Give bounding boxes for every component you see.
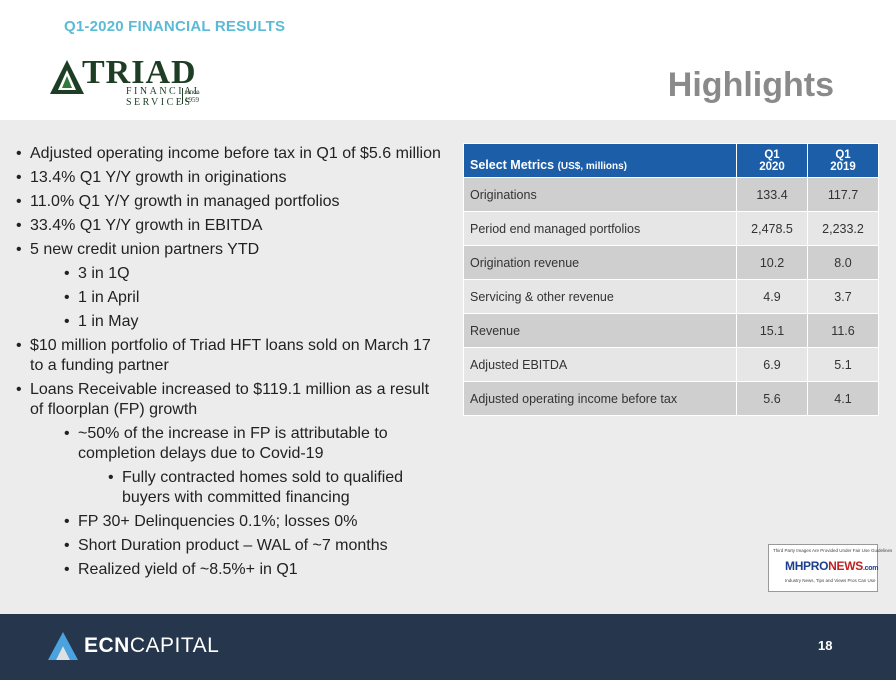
table-row: Originations 133.4 117.7 <box>463 177 879 212</box>
list-item: Loans Receivable increased to $119.1 mil… <box>16 380 446 420</box>
ecn-triangle-icon <box>48 632 78 660</box>
slide-header: Q1-2020 FINANCIAL RESULTS TRIAD FINANCIA… <box>0 0 896 120</box>
ecn-brand-rest: CAPITAL <box>129 634 220 657</box>
metric-name: Origination revenue <box>463 245 737 280</box>
list-item: Realized yield of ~8.5%+ in Q1 <box>64 560 446 580</box>
badge-logo-b: NEWS <box>828 559 863 573</box>
metric-q1-2020: 10.2 <box>736 245 808 280</box>
list-item: 3 in 1Q <box>64 264 446 284</box>
badge-top-text: Third Party Images Are Provided Under Fa… <box>773 548 893 553</box>
metrics-header-units: (US$, millions) <box>557 160 628 172</box>
q1-2019-header-line2: 2019 <box>830 160 856 173</box>
metric-q1-2020: 4.9 <box>736 279 808 314</box>
table-row: Period end managed portfolios 2,478.5 2,… <box>463 211 879 246</box>
metric-name: Adjusted EBITDA <box>463 347 737 382</box>
metric-q1-2019: 117.7 <box>807 177 879 212</box>
q1-2020-header-line2: 2020 <box>759 160 785 173</box>
table-row: Origination revenue 10.2 8.0 <box>463 245 879 280</box>
metric-name: Adjusted operating income before tax <box>463 381 737 416</box>
q1-2020-header-line1: Q1 <box>764 148 780 161</box>
list-item: Short Duration product – WAL of ~7 month… <box>64 536 446 556</box>
table-row: Adjusted operating income before tax 5.6… <box>463 381 879 416</box>
metric-q1-2020: 6.9 <box>736 347 808 382</box>
list-item: FP 30+ Delinquencies 0.1%; losses 0% <box>64 512 446 532</box>
ecn-brand-text: ECNCAPITAL <box>84 634 219 658</box>
metrics-table: Select Metrics (US$, millions) Q1 2020 Q… <box>463 143 879 416</box>
list-item: Adjusted operating income before tax in … <box>16 144 446 164</box>
metric-q1-2019: 4.1 <box>807 381 879 416</box>
q1-2019-header-line1: Q1 <box>835 148 851 161</box>
badge-logo-a: MHPRO <box>785 559 829 573</box>
metric-name: Revenue <box>463 313 737 348</box>
list-item: Fully contracted homes sold to qualified… <box>108 468 446 508</box>
slide-footer: ECNCAPITAL 18 <box>0 614 896 680</box>
metric-name: Period end managed portfolios <box>463 211 737 246</box>
metric-name: Servicing & other revenue <box>463 279 737 314</box>
logo-financial: FINANCIAL <box>126 86 203 97</box>
highlights-list: Adjusted operating income before tax in … <box>16 144 446 584</box>
metric-q1-2019: 8.0 <box>807 245 879 280</box>
list-item: 5 new credit union partners YTD <box>16 240 446 260</box>
logo-since-word: since <box>185 88 200 96</box>
list-item: 11.0% Q1 Y/Y growth in managed portfolio… <box>16 192 446 212</box>
metric-q1-2020: 2,478.5 <box>736 211 808 246</box>
page-title: Highlights <box>667 66 834 104</box>
badge-bottom-text: Industry News, Tips and Views Pros Can U… <box>785 578 876 583</box>
metric-q1-2019: 11.6 <box>807 313 879 348</box>
ecn-brand-bold: ECN <box>84 634 130 657</box>
metric-q1-2020: 15.1 <box>736 313 808 348</box>
slide-content: Adjusted operating income before tax in … <box>0 120 896 614</box>
logo-services: SERVICES <box>126 97 193 108</box>
badge-logo-c: .com <box>862 565 879 572</box>
mhpronews-logo: MHPRONEWS.com <box>785 559 878 573</box>
q1-2019-column-header: Q1 2019 <box>807 143 879 178</box>
metric-q1-2020: 133.4 <box>736 177 808 212</box>
list-item: 13.4% Q1 Y/Y growth in originations <box>16 168 446 188</box>
list-item: $10 million portfolio of Triad HFT loans… <box>16 336 446 376</box>
triad-logo: TRIAD FINANCIAL SERVICES since 1959 <box>48 54 208 108</box>
triad-triangle-icon <box>50 60 84 94</box>
list-item: 1 in April <box>64 288 446 308</box>
metric-q1-2019: 5.1 <box>807 347 879 382</box>
mhpronews-badge: Third Party Images Are Provided Under Fa… <box>768 544 892 592</box>
q1-2020-column-header: Q1 2020 <box>736 143 808 178</box>
logo-since-year: 1959 <box>185 96 199 104</box>
metric-q1-2019: 2,233.2 <box>807 211 879 246</box>
table-row: Servicing & other revenue 4.9 3.7 <box>463 279 879 314</box>
metric-q1-2020: 5.6 <box>736 381 808 416</box>
table-row: Revenue 15.1 11.6 <box>463 313 879 348</box>
table-header-row: Select Metrics (US$, millions) Q1 2020 Q… <box>463 143 879 178</box>
metric-name: Originations <box>463 177 737 212</box>
list-item: 1 in May <box>64 312 446 332</box>
list-item: ~50% of the increase in FP is attributab… <box>64 424 446 464</box>
metrics-column-header: Select Metrics (US$, millions) <box>463 143 737 178</box>
list-item: 33.4% Q1 Y/Y growth in EBITDA <box>16 216 446 236</box>
table-row: Adjusted EBITDA 6.9 5.1 <box>463 347 879 382</box>
section-label: Q1-2020 FINANCIAL RESULTS <box>64 18 286 35</box>
metric-q1-2019: 3.7 <box>807 279 879 314</box>
logo-since: since 1959 <box>182 88 199 104</box>
page-number: 18 <box>818 638 833 653</box>
logo-name: TRIAD <box>82 54 197 91</box>
metrics-header-label: Select Metrics <box>470 157 555 172</box>
